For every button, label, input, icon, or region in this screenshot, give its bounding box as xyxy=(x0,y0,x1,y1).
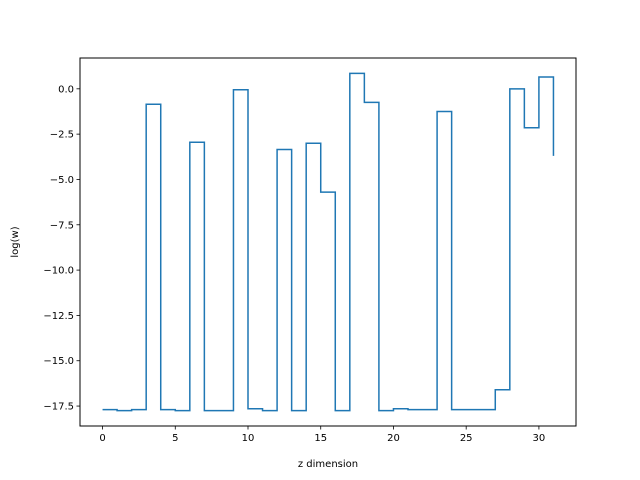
x-tick-label: 15 xyxy=(314,433,327,444)
x-tick-label: 0 xyxy=(99,433,105,444)
plot-background xyxy=(80,58,576,426)
y-tick-label: −10.0 xyxy=(43,266,74,277)
x-tick-label: 30 xyxy=(533,433,546,444)
y-tick-label: −15.0 xyxy=(43,356,74,367)
y-tick-label: −5.0 xyxy=(50,175,74,186)
series-line-0 xyxy=(102,72,555,412)
y-tick-label: 0.0 xyxy=(58,84,74,95)
y-tick-label: −17.5 xyxy=(43,402,74,413)
y-tick-label: −12.5 xyxy=(43,311,74,322)
y-tick-label: −2.5 xyxy=(50,130,74,141)
y-axis-label: log(w) xyxy=(10,226,21,257)
x-tick-label: 25 xyxy=(460,433,473,444)
series-layer xyxy=(102,72,555,412)
y-tick-label: −7.5 xyxy=(50,220,74,231)
plot-frame xyxy=(79,57,577,427)
x-axis: 0 5 10 15 20 25 30 xyxy=(99,426,545,444)
x-tick-label: 10 xyxy=(242,433,255,444)
y-axis: 0.0 −2.5 −5.0 −7.5 −10.0 −12.5 −15.0 −17.5 xyxy=(43,84,80,413)
x-axis-label: z dimension xyxy=(298,459,358,470)
x-tick-label: 20 xyxy=(387,433,400,444)
x-tick-label: 5 xyxy=(172,433,178,444)
